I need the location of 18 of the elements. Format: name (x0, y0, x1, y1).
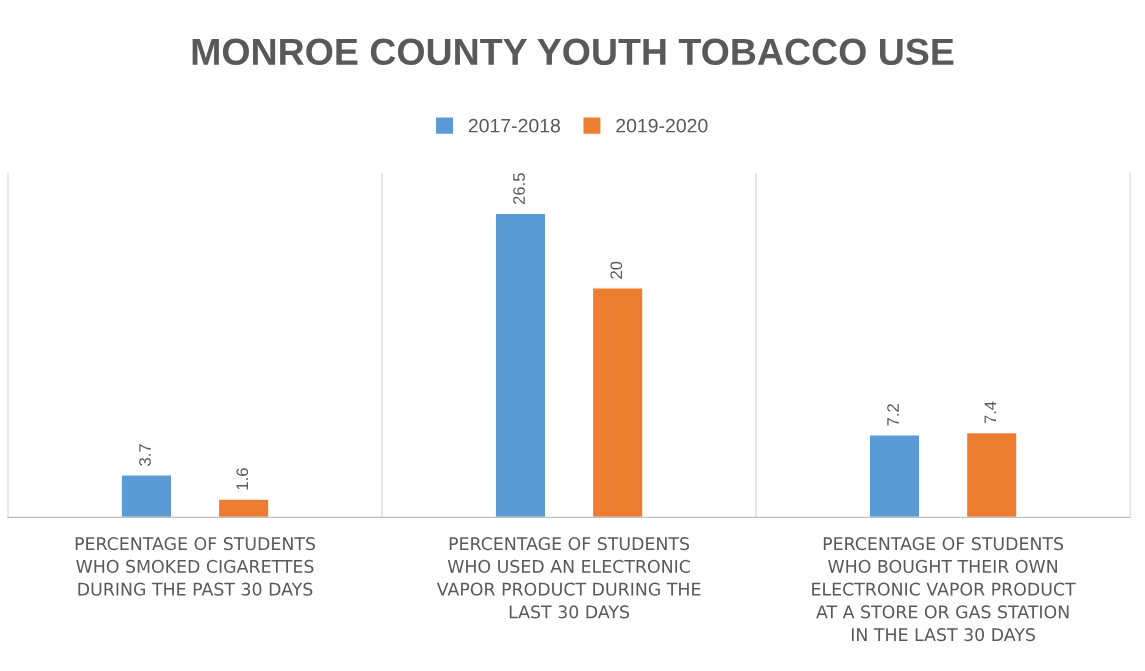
data-label: 1.6 (236, 468, 249, 490)
data-label: 7.4 (984, 401, 997, 424)
bar (868, 434, 921, 518)
x-tick-label: PERCENTAGE OF STUDENTS WHO BOUGHT THEIR OWN ELECTRONIC VAPOR PRODUCT AT A STORE OR GAS STATION IN THE LAST 30 DAYS (812, 537, 1076, 642)
x-tick-label: PERCENTAGE OF STUDENTS WHO USED AN ELECTRONIC VAPOR PRODUCT DURING THE LAST 30 DAYS (436, 537, 701, 619)
x-tick-label: PERCENTAGE OF STUDENTS WHO SMOKED CIGARETTES DURING THE PAST 30 DAYS (75, 537, 316, 596)
bar (965, 431, 1018, 518)
data-label: 26.5 (513, 173, 525, 205)
legend-label: 2017-2018 (468, 118, 560, 133)
data-label: 3.7 (139, 444, 151, 466)
bar (591, 287, 644, 518)
bar (494, 212, 547, 518)
data-label: 7.2 (887, 404, 899, 426)
data-label: 20 (610, 261, 623, 279)
bar (120, 474, 173, 518)
bar (217, 498, 270, 518)
legend-label: 2019-2020 (616, 118, 708, 133)
chart-title: MONROE COUNTY YOUTH TOBACCO USE (192, 38, 954, 66)
